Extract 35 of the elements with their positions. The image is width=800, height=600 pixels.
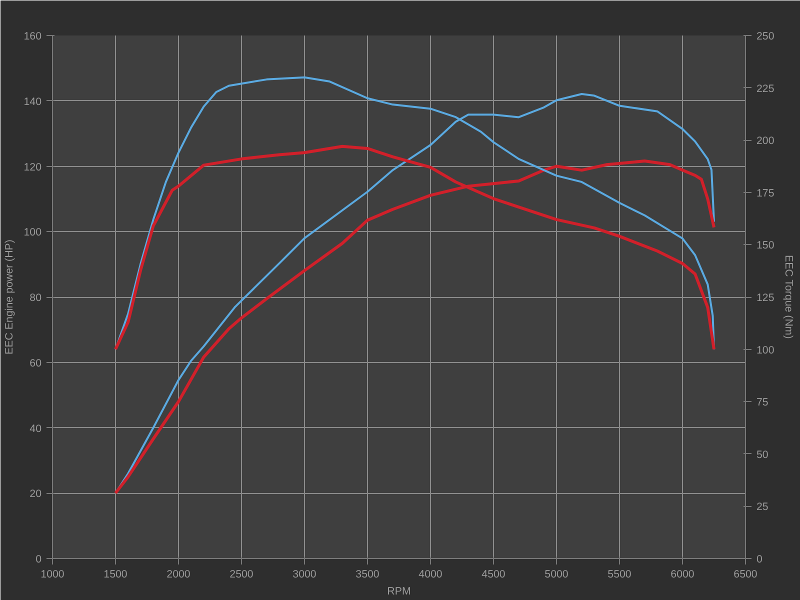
y2-tick-label: 175 (756, 187, 774, 200)
x-tick-label: 5500 (608, 568, 632, 580)
y2-tick-label: 100 (756, 344, 774, 356)
y2-axis-title: EEC Torque (Nm) (782, 254, 794, 339)
x-tick-label: 6500 (734, 568, 758, 580)
y-tick-label: 120 (24, 161, 42, 174)
y-tick-label: 40 (30, 422, 42, 435)
x-tick-label: 2000 (166, 568, 190, 580)
x-tick-label: 2500 (230, 568, 254, 580)
x-tick-label: 6000 (670, 568, 694, 580)
x-tick-label: 3000 (292, 568, 316, 580)
y2-tick-label: 0 (756, 554, 762, 566)
y2-tick-label: 25 (756, 501, 768, 514)
x-tick-label: 1000 (40, 568, 64, 580)
y-tick-label: 80 (30, 292, 42, 304)
y2-tick-label: 250 (756, 30, 774, 42)
y2-tick-label: 200 (756, 135, 774, 148)
x-axis-title: RPM (387, 586, 411, 598)
y-tick-label: 20 (30, 488, 42, 500)
y-tick-label: 140 (24, 96, 42, 108)
x-tick-label: 4000 (418, 568, 442, 580)
y2-tick-label: 150 (756, 240, 774, 252)
x-tick-label: 1500 (104, 568, 128, 580)
x-tick-label: 4500 (482, 568, 506, 580)
y-tick-label: 0 (36, 554, 42, 566)
y2-tick-label: 75 (756, 396, 768, 409)
y-axis-title: EEC Engine power (HP) (4, 240, 16, 354)
y2-tick-label: 225 (756, 82, 774, 95)
y2-tick-label: 125 (756, 292, 774, 304)
y-tick-label: 100 (24, 226, 42, 239)
x-tick-label: 3500 (356, 568, 380, 580)
y-tick-label: 60 (30, 357, 42, 370)
y2-tick-label: 50 (756, 448, 768, 461)
y-tick-label: 160 (24, 30, 42, 42)
x-tick-label: 5000 (544, 568, 568, 580)
